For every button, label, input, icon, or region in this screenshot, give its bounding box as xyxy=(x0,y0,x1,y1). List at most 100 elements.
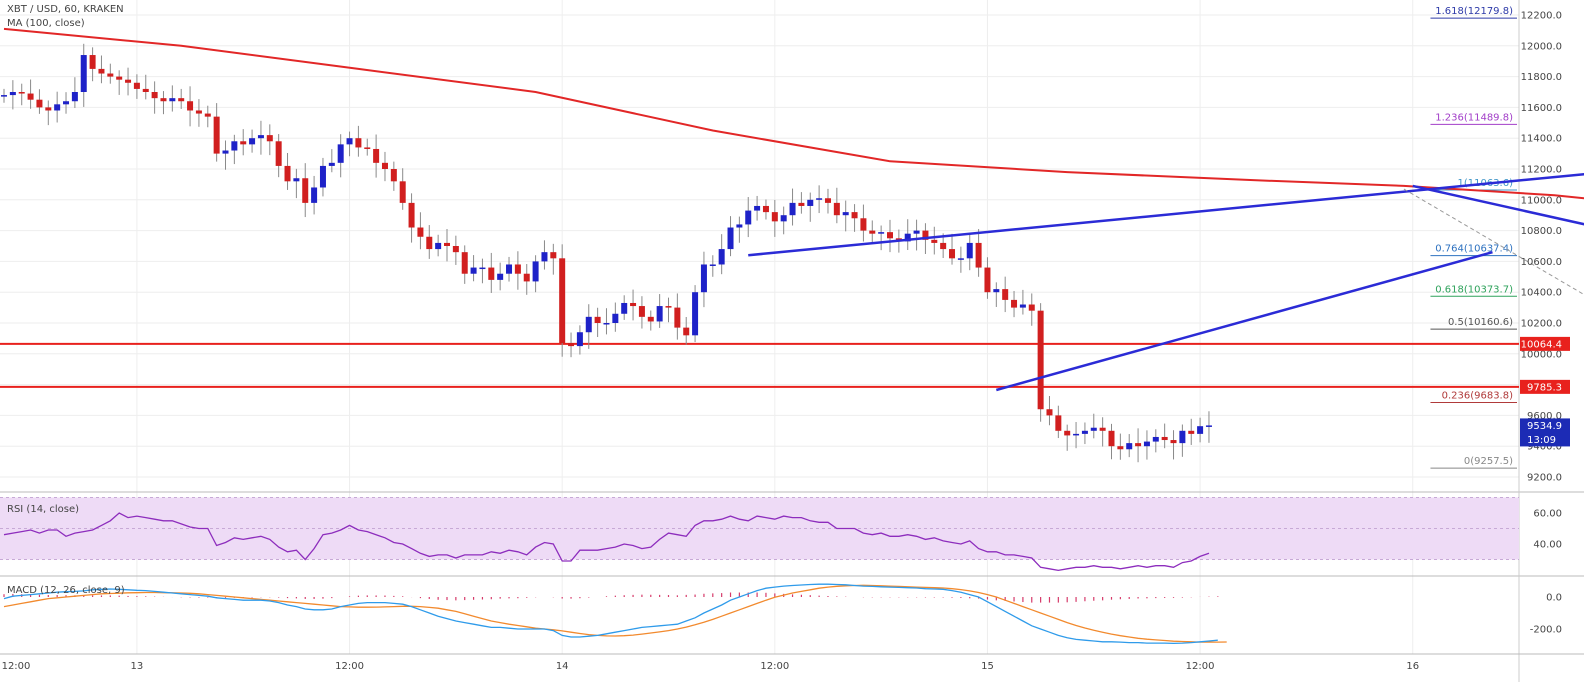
candle-up xyxy=(754,205,761,211)
candle-up xyxy=(957,258,964,260)
macd-line xyxy=(3,583,1218,645)
candle-down xyxy=(160,98,167,102)
candle-up xyxy=(249,138,256,145)
candle-up xyxy=(993,289,1000,293)
candle-down xyxy=(98,68,105,74)
price-tick-label: 10600.0 xyxy=(1521,257,1562,268)
candle-down xyxy=(187,101,194,111)
candle-down xyxy=(1002,289,1009,300)
candle-down xyxy=(683,327,690,336)
candle-down xyxy=(125,79,132,83)
candle-down xyxy=(514,264,521,274)
candle-up xyxy=(541,252,548,262)
ma-100-line xyxy=(3,27,1584,200)
candle-down xyxy=(1037,310,1044,410)
fib-level-label: 0.5(10160.6) xyxy=(1448,317,1513,328)
candle-up xyxy=(1143,441,1150,447)
candle-down xyxy=(860,218,867,231)
candle-up xyxy=(293,178,300,182)
candle-down xyxy=(674,307,681,328)
candle-down xyxy=(922,230,929,240)
candle-up xyxy=(1152,436,1159,442)
candle-up xyxy=(842,212,849,216)
price-tick-label: 11600.0 xyxy=(1521,103,1562,114)
candle-down xyxy=(417,227,424,237)
candle-up xyxy=(169,98,176,102)
candle-down xyxy=(399,181,406,203)
macd-tick-label: 0.0 xyxy=(1546,593,1562,604)
price-tick-label: 10200.0 xyxy=(1521,319,1562,330)
time-tick-label: 12:00 xyxy=(760,661,789,672)
time-tick-label: 15 xyxy=(981,661,994,672)
price-tick-label: 12200.0 xyxy=(1521,11,1562,22)
macd-legend: MACD (12, 26, close, 9) xyxy=(7,585,125,596)
candle-up xyxy=(727,227,734,250)
candle-down xyxy=(630,302,637,307)
countdown-label: 13:09 xyxy=(1527,435,1556,446)
candle-up xyxy=(736,224,743,228)
candle-up xyxy=(1126,443,1133,450)
candle-down xyxy=(364,147,371,149)
trendline xyxy=(748,172,1584,257)
candle-down xyxy=(488,267,495,280)
candle-up xyxy=(576,332,583,347)
candle-down xyxy=(266,135,273,142)
candle-up xyxy=(337,144,344,163)
fib-level-label: 0.618(10373.7) xyxy=(1435,284,1513,295)
price-tag-label: 10064.4 xyxy=(1521,339,1562,350)
price-tick-label: 11400.0 xyxy=(1521,134,1562,145)
candle-up xyxy=(621,302,628,314)
symbol-legend: XBT / USD, 60, KRAKEN xyxy=(7,4,124,15)
price-tick-label: 11200.0 xyxy=(1521,165,1562,176)
candle-down xyxy=(107,73,114,77)
candle-down xyxy=(1135,443,1142,447)
candle-down xyxy=(45,107,52,111)
candle-down xyxy=(133,82,140,89)
candle-up xyxy=(328,162,335,166)
time-tick-label: 13 xyxy=(131,661,144,672)
trendline xyxy=(995,250,1493,392)
candle-down xyxy=(1028,304,1035,311)
fib-level-label: 1.618(12179.8) xyxy=(1435,6,1513,17)
candle-up xyxy=(700,264,707,293)
candle-down xyxy=(647,316,654,322)
macd-signal-line xyxy=(3,584,1227,643)
candle-up xyxy=(1019,304,1026,308)
fib-connector-dashed xyxy=(1403,188,1584,296)
candle-down xyxy=(887,232,893,239)
trendline xyxy=(1412,184,1584,226)
price-tick-label: 12000.0 xyxy=(1521,41,1562,52)
candle-down xyxy=(833,202,840,216)
candle-down xyxy=(355,138,362,148)
candle-up xyxy=(479,267,486,270)
time-tick-label: 12:00 xyxy=(335,661,364,672)
candle-up xyxy=(470,267,477,274)
candle-down xyxy=(771,212,778,222)
candle-up xyxy=(718,249,725,265)
candle-up xyxy=(807,199,814,206)
candle-down xyxy=(1011,299,1018,308)
candle-down xyxy=(284,165,291,182)
candle-down xyxy=(594,316,601,323)
candle-up xyxy=(878,232,885,234)
candle-down xyxy=(18,92,25,94)
candle-down xyxy=(550,252,557,259)
price-tick-label: 9600.0 xyxy=(1527,411,1562,422)
candle-up xyxy=(9,92,16,96)
candle-up xyxy=(222,150,229,154)
rsi-tick-label: 60.00 xyxy=(1533,509,1562,520)
candle-down xyxy=(638,306,645,317)
candle-up xyxy=(1,95,7,97)
candle-up xyxy=(311,187,318,203)
candle-down xyxy=(373,148,380,163)
candle-down xyxy=(142,88,149,92)
candle-up xyxy=(506,264,513,274)
candle-down xyxy=(408,202,415,228)
candle-up xyxy=(585,316,592,333)
candle-down xyxy=(116,76,123,80)
candle-up xyxy=(789,202,796,216)
candle-up xyxy=(913,230,920,234)
macd-tick-label: -200.0 xyxy=(1530,625,1562,636)
